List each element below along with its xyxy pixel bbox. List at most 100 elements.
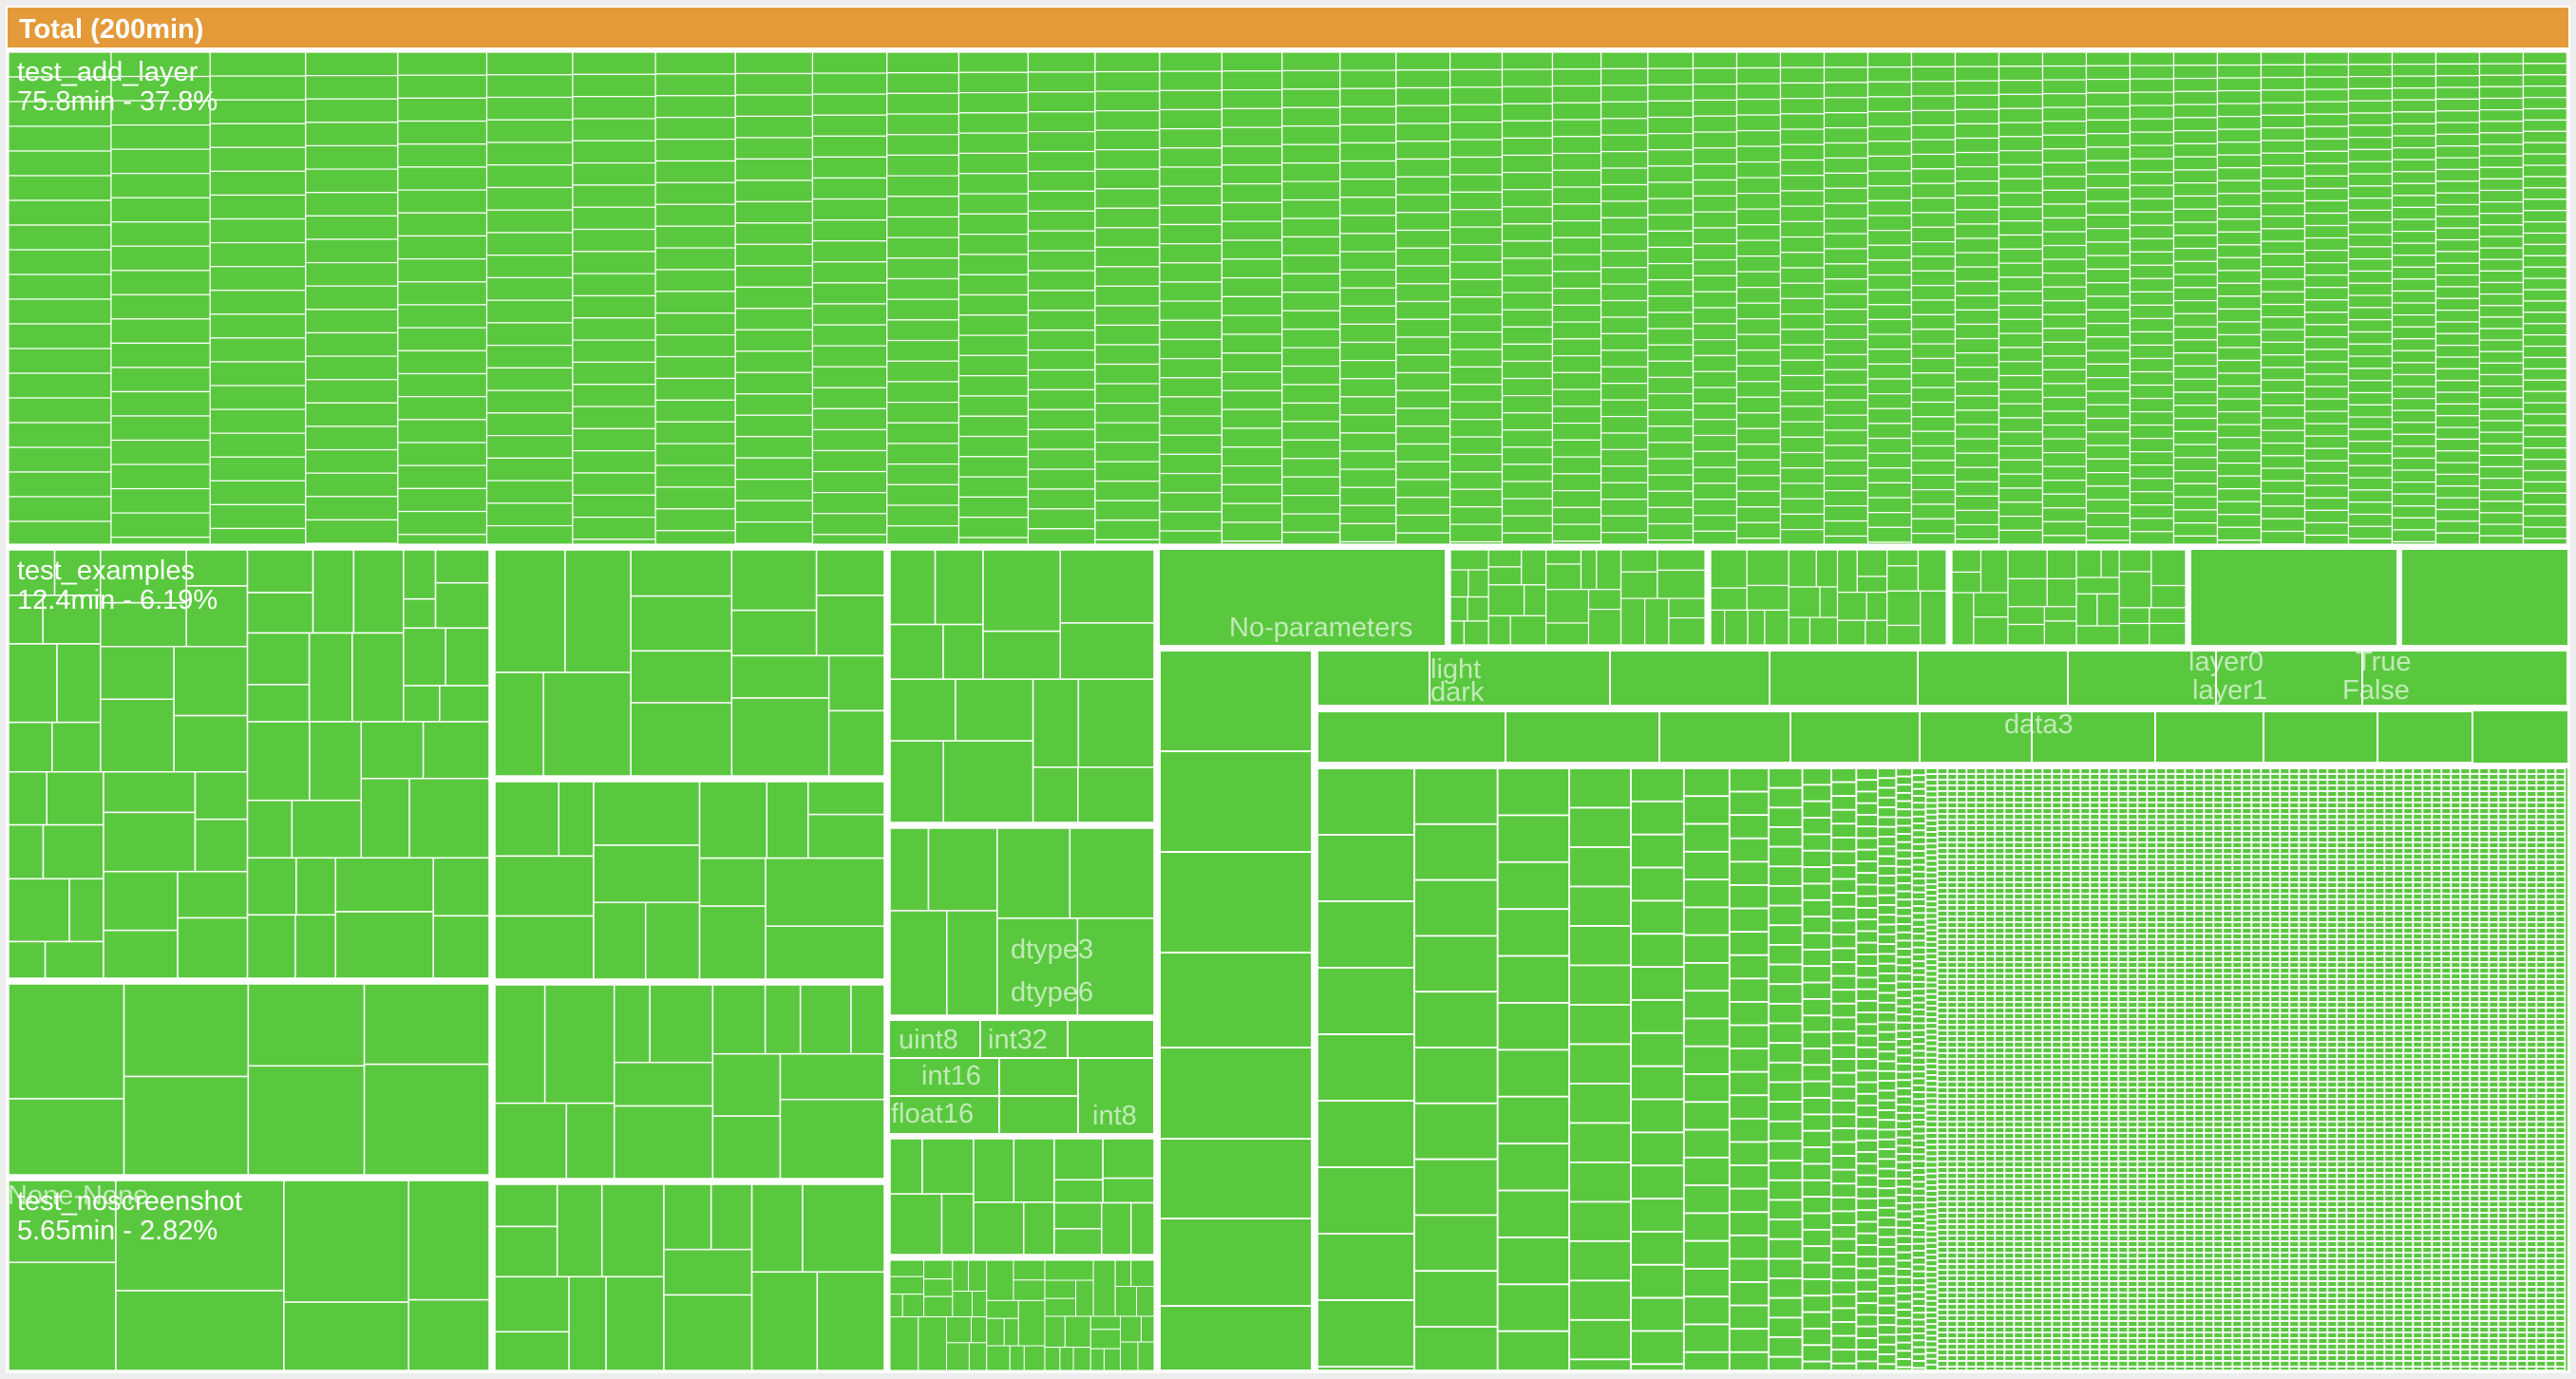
test-cell[interactable] [1965, 967, 1978, 974]
test-cell[interactable] [2032, 1012, 2044, 1020]
test-cell[interactable] [2117, 1200, 2130, 1208]
test-cell[interactable] [2041, 1309, 2054, 1316]
test-cell[interactable] [2098, 1229, 2111, 1237]
test-cell[interactable] [2136, 807, 2149, 815]
test-cell[interactable] [2216, 270, 2263, 284]
test-cell[interactable] [2089, 1161, 2101, 1168]
test-cell[interactable] [1728, 931, 1770, 956]
test-cell[interactable] [1924, 1178, 1939, 1186]
test-cell[interactable] [2079, 893, 2092, 900]
test-cell[interactable] [1965, 1269, 1978, 1276]
test-cell[interactable] [1917, 651, 2069, 706]
test-cell[interactable] [811, 114, 888, 137]
test-cell[interactable] [2060, 813, 2073, 821]
test-cell[interactable] [1735, 52, 1782, 69]
test-cell[interactable] [2127, 1138, 2139, 1145]
test-cell[interactable] [1984, 1240, 1997, 1248]
test-cell[interactable] [2127, 1189, 2139, 1197]
test-cell[interactable] [1936, 1240, 1949, 1248]
test-cell[interactable] [2165, 910, 2177, 917]
test-cell[interactable] [1895, 775, 1913, 786]
test-cell[interactable] [2127, 1166, 2139, 1174]
test-cell[interactable] [1910, 533, 1957, 544]
test-cell[interactable] [2022, 790, 2035, 798]
test-cell[interactable] [2060, 904, 2073, 912]
test-cell[interactable] [2155, 1332, 2168, 1339]
test-cell[interactable] [209, 99, 307, 124]
test-cell[interactable] [1946, 1275, 1959, 1282]
test-cell[interactable] [1866, 155, 1913, 172]
test-cell[interactable] [1830, 1224, 1858, 1240]
test-cell[interactable] [2003, 1058, 2016, 1066]
test-cell[interactable] [2096, 593, 2120, 627]
test-cell[interactable] [2434, 485, 2481, 499]
test-cell[interactable] [1911, 1263, 1927, 1273]
test-cell[interactable] [1956, 1041, 1968, 1048]
test-cell[interactable] [1449, 471, 1504, 490]
test-cell[interactable] [2022, 779, 2035, 786]
test-cell[interactable] [1076, 917, 1154, 1015]
test-cell[interactable] [1965, 1280, 1978, 1288]
test-cell[interactable] [2041, 1041, 2054, 1048]
test-cell[interactable] [1339, 123, 1397, 144]
test-cell[interactable] [2303, 484, 2350, 499]
test-cell[interactable] [996, 917, 1079, 1015]
test-cell[interactable] [2089, 1218, 2101, 1225]
test-cell[interactable] [2079, 1121, 2092, 1128]
test-cell[interactable] [2434, 251, 2481, 264]
test-cell[interactable] [1895, 1201, 1913, 1213]
test-cell[interactable] [1895, 1120, 1913, 1131]
test-cell[interactable] [2098, 1292, 2111, 1299]
test-cell[interactable] [1281, 292, 1341, 312]
test-cell[interactable] [1855, 1058, 1879, 1072]
test-cell[interactable] [1788, 616, 1811, 645]
test-cell[interactable] [1911, 787, 1927, 797]
test-cell[interactable] [886, 319, 960, 342]
test-cell[interactable] [2172, 169, 2219, 184]
test-cell[interactable] [2032, 796, 2044, 803]
test-cell[interactable] [2079, 1269, 2092, 1276]
test-cell[interactable] [363, 984, 489, 1066]
test-cell[interactable] [1965, 1326, 1978, 1333]
test-cell[interactable] [2013, 916, 2025, 923]
test-cell[interactable] [1936, 887, 1949, 895]
test-cell[interactable] [2051, 978, 2063, 986]
test-cell[interactable] [2165, 938, 2177, 946]
test-cell[interactable] [1855, 1185, 1879, 1200]
test-cell[interactable] [2003, 1326, 2016, 1333]
test-cell[interactable] [2117, 950, 2130, 957]
test-cell[interactable] [1924, 807, 1939, 816]
test-cell[interactable] [2108, 1309, 2120, 1316]
test-cell[interactable] [1956, 841, 1968, 849]
test-cell[interactable] [1979, 550, 2009, 594]
test-cell[interactable] [1924, 1149, 1939, 1158]
test-cell[interactable] [2089, 1018, 2101, 1026]
test-cell[interactable] [2041, 424, 2088, 440]
test-cell[interactable] [2070, 1195, 2082, 1202]
test-cell[interactable] [2079, 819, 2092, 826]
test-cell[interactable] [2032, 1343, 2044, 1351]
test-cell[interactable] [2303, 162, 2350, 177]
test-cell[interactable] [1221, 295, 1283, 316]
test-cell[interactable] [1895, 1194, 1913, 1204]
test-cell[interactable] [2089, 773, 2101, 781]
test-cell[interactable] [1768, 1296, 1804, 1319]
test-cell[interactable] [1768, 1316, 1804, 1338]
test-cell[interactable] [2108, 1172, 2120, 1180]
test-cell[interactable] [2089, 1035, 2101, 1043]
test-cell[interactable] [2098, 1069, 2111, 1077]
test-cell[interactable] [1975, 887, 1987, 895]
test-cell[interactable] [2070, 955, 2082, 963]
test-cell[interactable] [2146, 784, 2158, 792]
test-cell[interactable] [2127, 870, 2139, 878]
test-cell[interactable] [1956, 1166, 1968, 1174]
test-cell[interactable] [1647, 522, 1695, 541]
test-cell[interactable] [2155, 853, 2168, 860]
test-cell[interactable] [2155, 933, 2168, 940]
test-cell[interactable] [1657, 550, 1705, 572]
test-cell[interactable] [305, 425, 399, 451]
test-cell[interactable] [1956, 790, 1968, 798]
test-cell[interactable] [2089, 1132, 2101, 1140]
test-cell[interactable] [1728, 790, 1770, 817]
test-cell[interactable] [1965, 790, 1978, 798]
